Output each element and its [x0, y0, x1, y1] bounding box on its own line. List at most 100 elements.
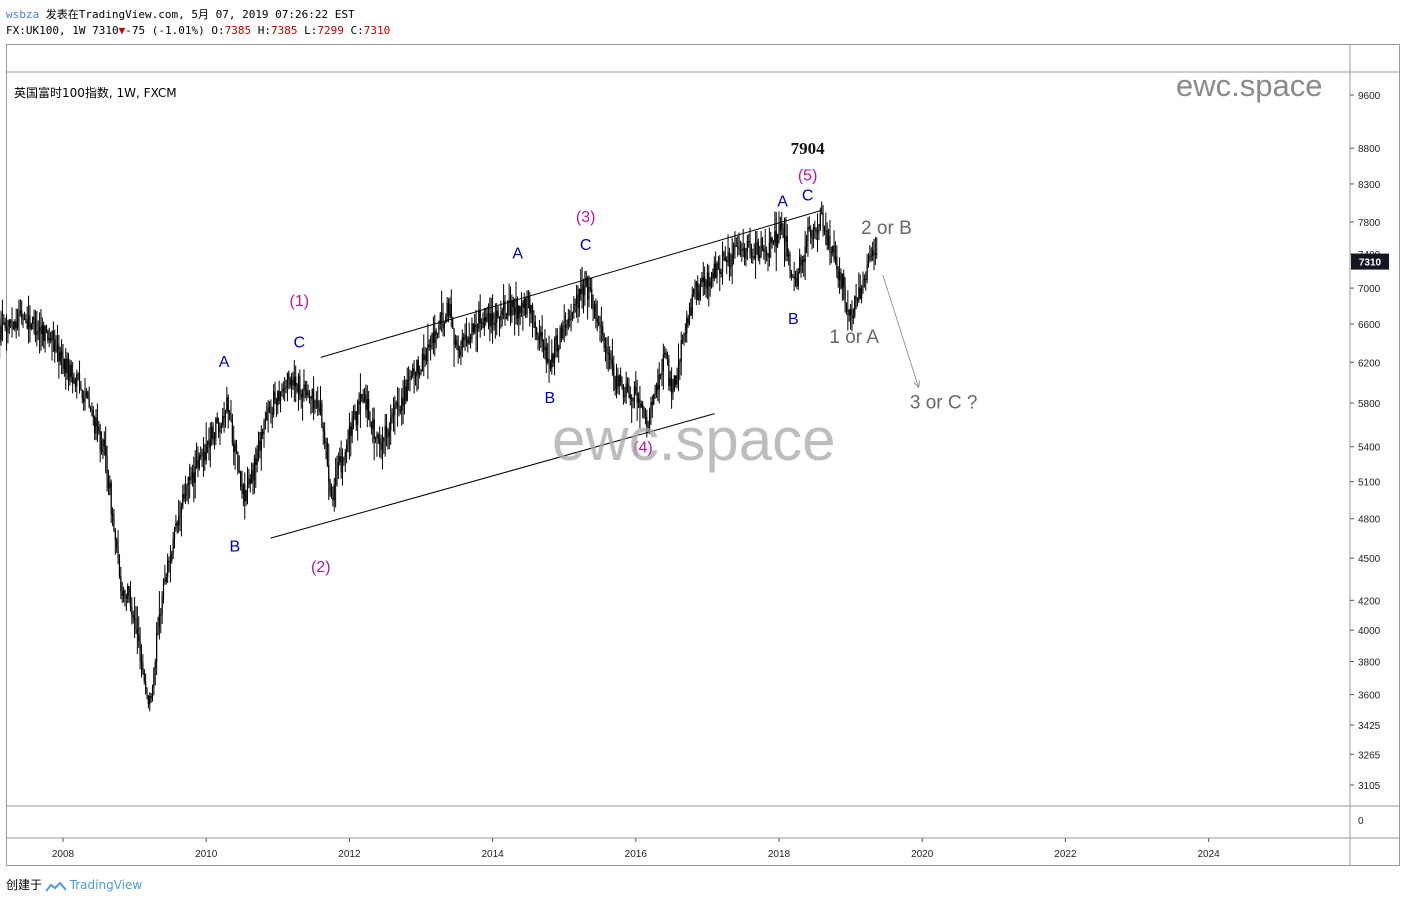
candle-body: [453, 328, 455, 345]
candle-body: [797, 271, 799, 286]
tradingview-brand-link[interactable]: TradingView: [69, 878, 143, 892]
candle-body: [876, 253, 878, 255]
candle-body: [730, 266, 732, 268]
wave-label: B: [788, 311, 799, 328]
wave-label: 3 or C ?: [910, 392, 978, 413]
candle-body: [92, 410, 94, 418]
author-link[interactable]: wsbza: [6, 8, 40, 21]
candle-body: [720, 272, 722, 274]
header-publish-line: wsbza 发表在TradingView.com, 5月 07, 2019 07…: [6, 6, 355, 22]
candle-body: [352, 414, 355, 418]
candle-body: [454, 340, 457, 345]
candle-body: [534, 322, 536, 328]
candle-body: [12, 326, 15, 330]
candle-body: [587, 277, 589, 300]
low-value: 7299: [317, 24, 344, 37]
candle-body: [710, 272, 713, 282]
candle-body: [388, 430, 390, 437]
candle-body: [406, 379, 408, 401]
candle-body: [807, 226, 809, 241]
candle-body: [22, 317, 24, 320]
candle-body: [476, 327, 479, 329]
price-pane[interactable]: [6, 44, 1400, 866]
candle-body: [800, 257, 802, 266]
candle-body: [15, 321, 17, 328]
candle-body: [673, 375, 675, 391]
candle-body: [348, 426, 350, 439]
candle-body: [355, 411, 357, 426]
candle-body: [88, 398, 90, 407]
close-value: 7310: [363, 24, 391, 37]
candle-body: [496, 310, 498, 324]
candle-body: [486, 313, 488, 322]
candle-body: [330, 492, 333, 499]
candle-body: [551, 354, 553, 369]
candle-body: [160, 614, 162, 616]
candle-body: [292, 379, 294, 386]
chart-legend-title: 英国富时100指数, 1W, FXCM: [14, 86, 177, 100]
candle-body: [54, 339, 56, 352]
candle-body: [662, 354, 664, 371]
candle-body: [494, 323, 496, 326]
candle-body: [436, 333, 439, 335]
candle-body: [59, 351, 61, 362]
candle-body: [549, 360, 552, 369]
candle-body: [446, 302, 448, 317]
high-label: H:: [257, 24, 271, 37]
candle-body: [615, 375, 618, 390]
candle-body: [676, 374, 678, 385]
candle-body: [777, 234, 779, 247]
candle-body: [607, 352, 609, 355]
candle-body: [310, 397, 312, 399]
candle-body: [138, 634, 140, 642]
candle-body: [786, 236, 788, 257]
candle-body: [286, 372, 289, 386]
candle-body: [624, 395, 626, 398]
candle-body: [41, 324, 43, 335]
candle-body: [244, 484, 246, 502]
candle-body: [183, 494, 185, 499]
candle-body: [531, 304, 534, 323]
candle-body: [465, 334, 468, 340]
candle-body: [566, 325, 568, 328]
candle-body: [384, 425, 386, 438]
candle-body: [209, 439, 211, 448]
y-tick-label: 6200: [1358, 358, 1381, 369]
candle-body: [245, 489, 247, 502]
candle-body: [38, 327, 41, 332]
candle-body: [520, 302, 523, 314]
candle-body: [34, 319, 37, 336]
candle-body: [848, 310, 850, 316]
candle-body: [113, 514, 115, 531]
candle-body: [284, 388, 286, 390]
candle-body: [62, 357, 64, 370]
candle-body: [195, 460, 198, 466]
candle-body: [40, 327, 42, 335]
candle-body: [629, 394, 631, 400]
candle-body: [260, 431, 262, 451]
candle-body: [752, 256, 754, 258]
candle-body: [136, 628, 138, 635]
candle-body: [396, 402, 399, 407]
candle-body: [704, 276, 706, 286]
candle-body: [790, 270, 792, 277]
y-tick-label: 3265: [1358, 750, 1381, 761]
candle-body: [694, 286, 696, 289]
candle-body: [671, 378, 673, 394]
candle-body: [753, 256, 755, 259]
trend-channel-line: [270, 413, 715, 539]
candle-body: [668, 359, 670, 387]
candle-body: [715, 263, 717, 278]
candle-body: [658, 374, 660, 390]
candle-body: [48, 338, 50, 341]
candle-body: [829, 235, 831, 252]
candle-body: [10, 320, 12, 323]
candle-body: [511, 300, 513, 317]
candle-body: [143, 669, 145, 681]
candle-body: [77, 374, 79, 376]
candle-body: [198, 455, 200, 469]
candle-body: [391, 413, 393, 418]
candle-body: [275, 401, 278, 406]
candle-body: [507, 301, 509, 319]
